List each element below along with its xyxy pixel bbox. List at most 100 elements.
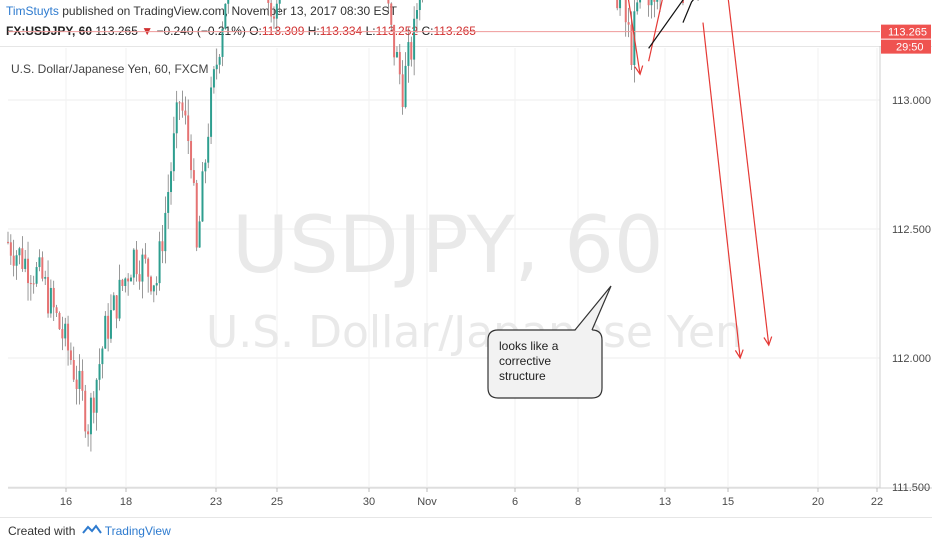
open-value: 113.309 xyxy=(261,24,305,38)
candle-body-38 xyxy=(115,295,118,319)
x-axis[interactable]: 16 18 23 25 30 Nov 6 8 13 15 20 22 xyxy=(60,488,883,508)
candle-body-142 xyxy=(413,18,416,60)
open-label: O: xyxy=(249,24,262,38)
candle-body-7 xyxy=(27,258,30,284)
down-arrow-icon: ▼ xyxy=(141,24,154,38)
callout-line-1: looks like a xyxy=(499,339,559,353)
candle-body-218 xyxy=(630,24,633,65)
candle-body-139 xyxy=(404,65,407,108)
ohlc-bar: FX:USDJPY, 60 113.265 ▼ −0.240 (−0.21%) … xyxy=(6,24,476,38)
x-tick-label-9: 15 xyxy=(722,496,734,508)
price-tag-text: 113.265 xyxy=(888,27,927,39)
candle-body-19 xyxy=(61,329,64,339)
candle-body-27 xyxy=(84,390,87,432)
candle-body-221 xyxy=(639,0,642,3)
candle-body-75 xyxy=(221,28,224,57)
candle-body-93 xyxy=(272,16,275,19)
price-tag xyxy=(881,24,931,39)
x-tick-label-4: 30 xyxy=(363,496,375,508)
candle-body-60 xyxy=(178,102,181,104)
candle-body-32 xyxy=(98,364,101,380)
candle-body-30 xyxy=(92,397,95,413)
drawings[interactable] xyxy=(580,0,773,360)
candle-body-39 xyxy=(118,279,121,319)
candle-body-0 xyxy=(7,241,9,243)
red-arrow-up-small[interactable] xyxy=(648,0,669,62)
candle-body-65 xyxy=(192,170,195,183)
candle-body-43 xyxy=(129,277,132,282)
candle-body-74 xyxy=(218,56,221,65)
candle-body-40 xyxy=(121,279,124,287)
candle-body-47 xyxy=(141,254,144,282)
publish-text: published on TradingView.com, November 1… xyxy=(58,4,397,18)
candle-body-42 xyxy=(127,278,130,282)
candle-body-35 xyxy=(107,315,110,339)
footer: Created with TradingView xyxy=(8,524,171,539)
candle-body-31 xyxy=(95,379,98,413)
candle-body-37 xyxy=(112,295,115,311)
candle-body-66 xyxy=(195,182,198,248)
x-tick-label-7: 8 xyxy=(575,496,581,508)
candle-body-77 xyxy=(227,0,230,4)
callout-pointer xyxy=(574,285,612,331)
candle-body-94 xyxy=(275,3,278,19)
candle-body-26 xyxy=(81,370,84,391)
change-value: −0.240 (−0.21%) xyxy=(156,24,246,38)
candle-body-225 xyxy=(650,0,653,6)
candle-body-3 xyxy=(15,255,18,266)
candle-body-55 xyxy=(164,212,167,252)
candle-body-71 xyxy=(210,87,213,137)
watermark-symbol: USDJPY, 60 xyxy=(232,201,663,291)
candle-body-213 xyxy=(616,0,619,9)
red-arrowhead-3 xyxy=(734,349,744,360)
callout[interactable]: looks like a corrective structure xyxy=(487,285,612,399)
red-arrow-down-2[interactable] xyxy=(714,0,770,346)
candle-body-216 xyxy=(624,0,627,23)
candle-body-69 xyxy=(204,162,207,172)
red-arrowhead-1 xyxy=(634,65,644,76)
chart-panel[interactable] xyxy=(0,46,932,518)
brand-link[interactable]: TradingView xyxy=(104,524,171,538)
candle-body-50 xyxy=(150,276,152,292)
symbol-label: FX:USDJPY, 60 xyxy=(6,24,93,38)
candle-body-4 xyxy=(18,248,21,256)
countdown-text: 29:50 xyxy=(896,42,924,54)
candle-body-36 xyxy=(109,310,112,339)
candle-body-56 xyxy=(167,192,170,213)
tradingview-logo-icon[interactable] xyxy=(81,524,102,539)
author-link[interactable]: TimStuyts xyxy=(6,4,59,18)
x-tick-label-2: 23 xyxy=(210,496,222,508)
callout-box[interactable] xyxy=(487,329,603,399)
y-tick-label-4: 112.500 xyxy=(892,224,931,236)
candle-body-28 xyxy=(87,431,90,435)
x-tick-label-3: 25 xyxy=(271,496,283,508)
black-channel-lower[interactable] xyxy=(648,0,695,49)
y-tick-label-5: 112.000 xyxy=(892,353,931,365)
candle-body-51 xyxy=(152,285,155,292)
y-axis[interactable]: 114.500114.000113.500113.000112.500112.0… xyxy=(892,0,931,494)
close-value: 113.265 xyxy=(433,24,476,38)
candle-body-62 xyxy=(184,110,187,116)
candle-body-24 xyxy=(75,379,78,389)
candle-body-143 xyxy=(415,10,418,19)
candle-body-133 xyxy=(387,0,390,4)
created-with: Created with xyxy=(8,524,76,538)
candle-body-141 xyxy=(410,42,413,60)
low-label: L: xyxy=(365,24,376,38)
candle-body-22 xyxy=(69,350,72,361)
red-arrow-down-1[interactable] xyxy=(580,0,641,75)
red-arrowhead-2 xyxy=(763,336,773,347)
candle-body-5 xyxy=(21,248,24,269)
candle-body-46 xyxy=(138,274,141,282)
candle-body-6 xyxy=(24,258,27,269)
x-tick-label-10: 20 xyxy=(812,496,824,508)
black-arrow-right[interactable] xyxy=(682,0,700,23)
candle-body-34 xyxy=(104,315,107,349)
candle-body-21 xyxy=(67,323,70,351)
candle-body-14 xyxy=(47,277,50,314)
candle-body-49 xyxy=(147,258,150,277)
candle-body-53 xyxy=(158,241,161,284)
red-arrow-down-3[interactable] xyxy=(702,22,741,359)
last-price: 113.265 xyxy=(95,24,138,38)
